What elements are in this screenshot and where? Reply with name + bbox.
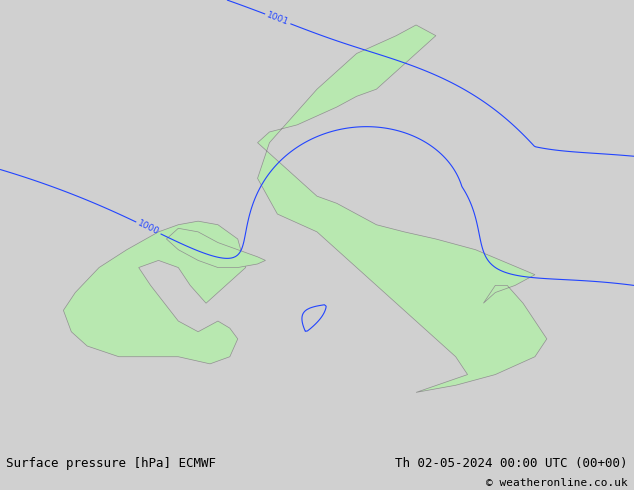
Polygon shape: [166, 228, 266, 268]
Polygon shape: [257, 25, 547, 392]
Text: © weatheronline.co.uk: © weatheronline.co.uk: [486, 478, 628, 488]
Text: 1001: 1001: [266, 11, 290, 27]
Polygon shape: [63, 221, 246, 364]
Text: 1000: 1000: [136, 219, 161, 237]
Text: Surface pressure [hPa] ECMWF: Surface pressure [hPa] ECMWF: [6, 457, 216, 470]
Text: Th 02-05-2024 00:00 UTC (00+00): Th 02-05-2024 00:00 UTC (00+00): [395, 457, 628, 470]
